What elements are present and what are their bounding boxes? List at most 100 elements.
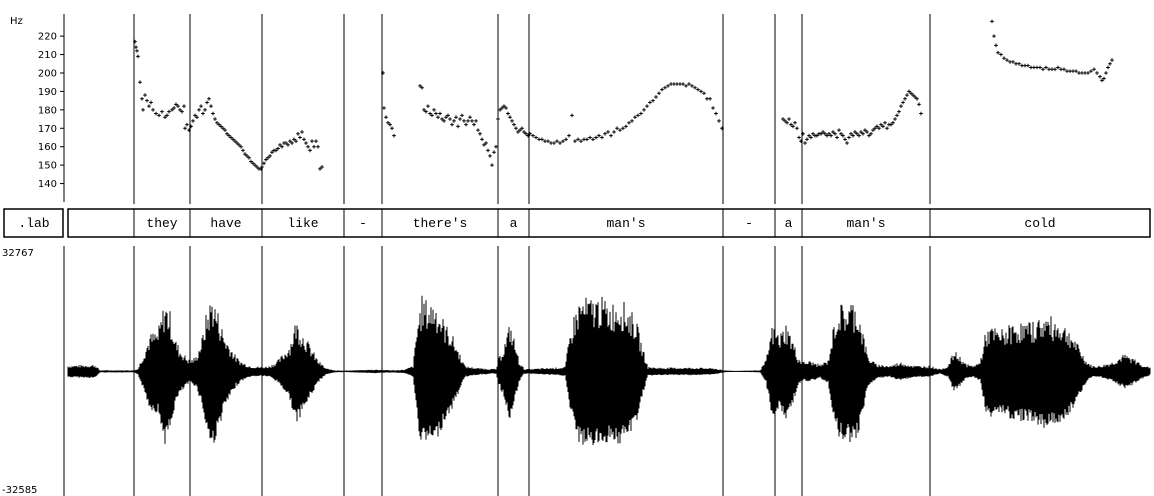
tier-segment-label: cold [1024,216,1055,231]
pitch-point [791,124,795,129]
pitch-point [905,93,909,97]
pitch-point [472,122,476,127]
pitch-point [873,126,877,131]
pitch-point [897,109,901,114]
pitch-point [253,163,257,167]
pitch-point [621,126,625,131]
pitch-point [687,82,691,86]
pitch-point [799,139,803,143]
pitch-point [837,128,841,132]
pitch-point [696,87,700,92]
pitch-point [526,133,530,138]
pitch-point [1005,58,1009,62]
pitch-point [546,139,550,143]
pitch-point [227,133,231,138]
pitch-point [825,133,829,138]
pitch-point [183,126,187,131]
pitch-point [636,113,640,118]
pitch-point [199,104,203,108]
pitch-point [440,117,444,121]
pitch-point [1104,71,1108,75]
pitch-point [426,104,430,108]
pitch-point [585,137,589,142]
pitch-boundary-lines [133,14,931,204]
pitch-point [666,84,670,88]
pitch-point [855,132,859,136]
pitch-point [286,143,290,147]
tier-segment-label: - [359,216,367,231]
pitch-point [432,108,436,112]
pitch-point [1102,76,1106,81]
pitch-point [460,113,464,118]
pitch-point [879,122,883,127]
pitch-point [442,119,446,123]
pitch-point [588,135,592,140]
pitch-point [841,133,845,138]
pitch-point [915,96,919,101]
pitch-point [454,115,458,120]
pitch-point [702,91,706,96]
pitch-point [570,113,574,118]
pitch-point [229,135,233,140]
pitch-point [609,133,613,138]
pitch-point [1106,65,1110,70]
pitch-point [151,108,155,112]
pitch-point [292,137,296,142]
pitch-point [388,122,392,127]
pitch-point [877,126,881,131]
pitch-point [645,104,649,108]
pitch-point [540,137,544,142]
pitch-point [474,119,478,123]
pitch-point [170,108,174,112]
pitch-point [133,39,137,44]
pitch-point [819,132,823,136]
pitch-point [160,109,164,114]
pitch-point [259,167,263,171]
pitch-tick-label: 140 [38,179,57,190]
pitch-point [781,117,785,121]
pitch-point [510,119,514,123]
pitch-point [476,128,480,132]
pitch-point [615,126,619,131]
pitch-point [633,115,637,120]
pitch-point [657,91,661,96]
pitch-point [215,120,219,125]
tier-segment-label: like [287,216,318,231]
pitch-point [266,155,270,160]
pitch-point [555,139,559,143]
pitch-point [306,144,310,149]
pitch-point [1041,67,1045,72]
pitch-point [901,100,905,105]
pitch-point [809,135,813,140]
pitch-point [847,135,851,140]
pitch-point [219,124,223,129]
pitch-point [468,115,472,120]
pitch-point [480,137,484,142]
pitch-point [903,96,907,101]
pitch-point [591,137,595,142]
pitch-point [450,122,454,127]
pitch-point [651,98,655,103]
pitch-point [239,144,243,149]
pitch-point [235,141,239,145]
pitch-point [785,120,789,125]
pitch-point [249,159,253,164]
pitch-point [172,106,176,110]
tier-segment-label: they [146,216,177,231]
pitch-point [639,111,643,116]
pitch-point [1108,61,1112,66]
pitch-point [284,141,288,145]
pitch-point [859,130,863,134]
pitch-point [1026,63,1030,68]
pitch-point [612,130,616,134]
pitch-point [302,137,306,142]
pitch-point [211,111,215,116]
pitch-point [522,130,526,134]
pitch-point [446,113,450,118]
tier-segment-label: a [785,216,793,231]
tier-segment-group: they have like - there's a man's - a man's cold [133,209,1056,237]
pitch-point [520,126,524,131]
pitch-tick-label: 190 [38,87,57,98]
pitch-point [436,115,440,120]
pitch-point [833,132,837,136]
